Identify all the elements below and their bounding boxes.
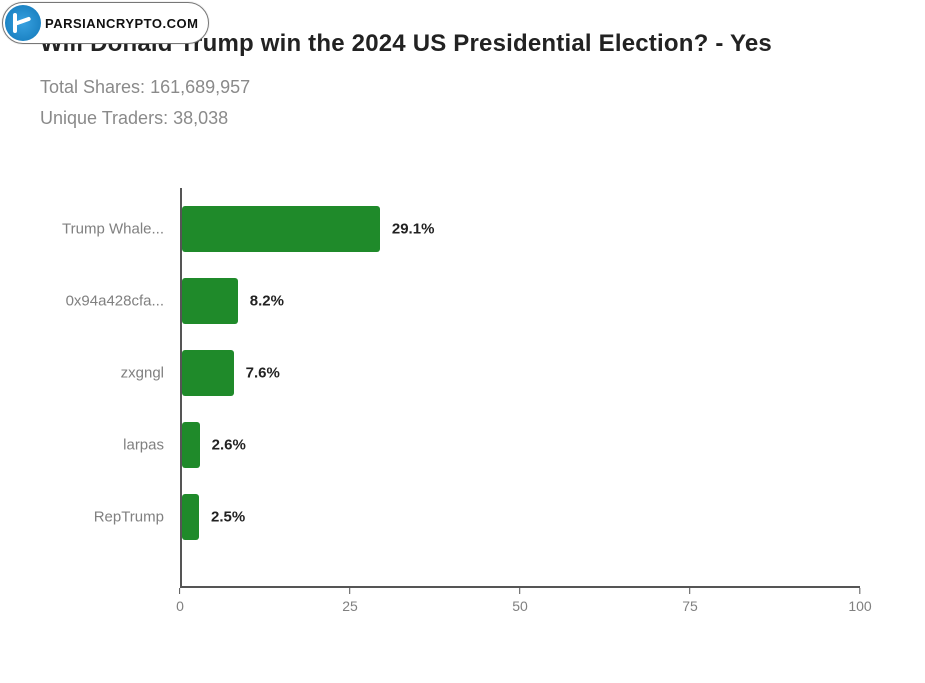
x-tick-mark [859, 588, 860, 594]
bar [182, 494, 199, 540]
bar-value-label: 8.2% [250, 293, 284, 310]
bar [182, 206, 380, 252]
x-tick-label: 50 [512, 598, 528, 614]
x-tick-label: 0 [176, 598, 184, 614]
category-label: RepTrump [94, 509, 182, 526]
unique-traders-label: Unique Traders: [40, 108, 168, 128]
bar [182, 350, 234, 396]
total-shares-line: Total Shares: 161,689,957 [40, 72, 885, 103]
bar-value-label: 2.6% [212, 437, 246, 454]
x-tick: 75 [682, 588, 698, 614]
bar-value-label: 7.6% [246, 365, 280, 382]
x-tick-mark [689, 588, 690, 594]
total-shares-label: Total Shares: [40, 77, 145, 97]
chart-plot: Trump Whale...29.1%0x94a428cfa...8.2%zxg… [180, 188, 860, 588]
watermark-badge: PARSIANCRYPTO.COM [2, 2, 209, 44]
unique-traders-line: Unique Traders: 38,038 [40, 103, 885, 134]
x-tick-label: 100 [848, 598, 871, 614]
bar [182, 422, 200, 468]
unique-traders-value: 38,038 [173, 108, 228, 128]
chart-area: Trump Whale...29.1%0x94a428cfa...8.2%zxg… [180, 188, 860, 588]
x-tick-label: 25 [342, 598, 358, 614]
watermark-text: PARSIANCRYPTO.COM [45, 16, 198, 31]
x-tick: 0 [176, 588, 184, 614]
x-tick: 50 [512, 588, 528, 614]
bar [182, 278, 238, 324]
category-label: Trump Whale... [62, 221, 182, 238]
page-root: PARSIANCRYPTO.COM Will Donald Trump win … [0, 0, 925, 683]
bar-value-label: 2.5% [211, 509, 245, 526]
x-tick-label: 75 [682, 598, 698, 614]
x-tick-mark [519, 588, 520, 594]
x-tick-mark [179, 588, 180, 594]
x-tick: 25 [342, 588, 358, 614]
category-label: zxgngl [121, 365, 182, 382]
category-label: 0x94a428cfa... [66, 293, 182, 310]
brand-icon [5, 5, 41, 41]
x-tick: 100 [848, 588, 871, 614]
bar-value-label: 29.1% [392, 221, 435, 238]
total-shares-value: 161,689,957 [150, 77, 250, 97]
category-label: larpas [123, 437, 182, 454]
x-tick-mark [349, 588, 350, 594]
